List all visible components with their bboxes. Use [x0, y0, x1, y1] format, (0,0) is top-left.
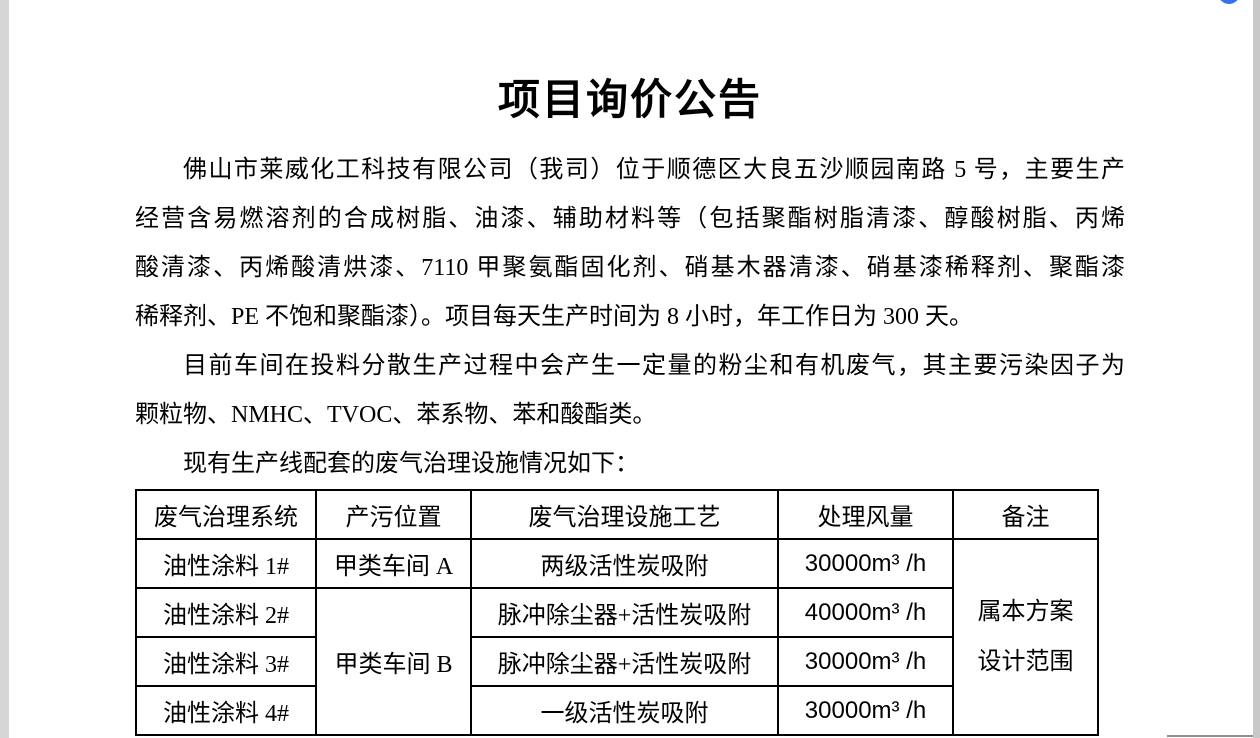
- cell-airflow: 40000m³ /h: [777, 587, 954, 638]
- window-left-edge: [0, 0, 9, 738]
- cell-airflow: 30000m³ /h: [777, 636, 954, 687]
- paragraph-pollutants: 目前车间在投料分散生产过程中会产生一定量的粉尘和有机废气，其主要污染因子为 颗粒…: [135, 342, 1125, 440]
- remark-line: 属本方案: [977, 599, 1074, 625]
- scrollbar-horizontal-thumb[interactable]: [1167, 735, 1253, 737]
- cell-airflow: 30000m³ /h: [777, 685, 954, 736]
- header-airflow: 处理风量: [777, 489, 954, 540]
- cell-location: 甲类车间 A: [315, 538, 472, 589]
- cell-process: 脉冲除尘器+活性炭吸附: [470, 636, 779, 687]
- header-system: 废气治理系统: [135, 489, 317, 540]
- document-page: 项目询价公告 佛山市莱威化工科技有限公司（我司）位于顺德区大良五沙顺园南路 5 …: [135, 0, 1125, 736]
- paragraph-table-lead-in: 现有生产线配套的废气治理设施情况如下：: [135, 440, 1125, 489]
- text-line: 酸清漆、丙烯酸清烘漆、7110 甲聚氨酯固化剂、硝基木器清漆、硝基漆稀释剂、聚酯…: [135, 255, 1125, 281]
- cell-remark: 属本方案 设计范围: [952, 538, 1099, 736]
- cell-process: 脉冲除尘器+活性炭吸附: [470, 587, 779, 638]
- text-line: 目前车间在投料分散生产过程中会产生一定量的粉尘和有机废气，其主要污染因子为: [183, 353, 1125, 379]
- table-row: 油性涂料 4# 一级活性炭吸附 30000m³ /h: [135, 685, 1098, 736]
- cell-system: 油性涂料 2#: [135, 587, 317, 638]
- scrollbar-track-vertical[interactable]: [1253, 0, 1260, 738]
- table-row: 油性涂料 3# 脉冲除尘器+活性炭吸附 30000m³ /h: [135, 636, 1098, 687]
- table-header-row: 废气治理系统 产污位置 废气治理设施工艺 处理风量 备注: [135, 489, 1099, 540]
- paragraph-company-intro: 佛山市莱威化工科技有限公司（我司）位于顺德区大良五沙顺园南路 5 号，主要生产 …: [135, 146, 1125, 342]
- waste-gas-treatment-table: 废气治理系统 产污位置 废气治理设施工艺 处理风量 备注 油性涂料 1# 甲类车…: [135, 489, 1099, 736]
- table-row: 油性涂料 2# 甲类车间 B 脉冲除尘器+活性炭吸附 40000m³ /h: [135, 587, 1098, 736]
- header-process: 废气治理设施工艺: [470, 489, 779, 540]
- header-remark: 备注: [952, 489, 1099, 540]
- text-line: 颗粒物、NMHC、TVOC、苯系物、苯和酸酯类。: [135, 402, 657, 428]
- text-line: 经营含易燃溶剂的合成树脂、油漆、辅助材料等（包括聚酯树脂清漆、醇酸树脂、丙烯: [135, 206, 1125, 232]
- cell-location: 甲类车间 B: [315, 587, 472, 736]
- floating-assistant-button[interactable]: [1218, 0, 1240, 4]
- text-line: 稀释剂、PE 不饱和聚酯漆）。项目每天生产时间为 8 小时，年工作日为 300 …: [135, 304, 974, 330]
- cell-system: 油性涂料 3#: [135, 636, 317, 687]
- remark-line: 设计范围: [977, 649, 1074, 675]
- text-line: 佛山市莱威化工科技有限公司（我司）位于顺德区大良五沙顺园南路 5 号，主要生产: [183, 157, 1125, 183]
- cell-system: 油性涂料 4#: [135, 685, 317, 736]
- text-line: 现有生产线配套的废气治理设施情况如下：: [183, 451, 639, 477]
- cell-process: 一级活性炭吸附: [470, 685, 779, 736]
- cell-airflow: 30000m³ /h: [777, 538, 954, 589]
- header-location: 产污位置: [315, 489, 472, 540]
- document-title: 项目询价公告: [497, 78, 762, 124]
- table-row: 油性涂料 1# 甲类车间 A 两级活性炭吸附 30000m³ /h 属本方案 设…: [135, 538, 1099, 736]
- cell-system: 油性涂料 1#: [135, 538, 317, 589]
- cell-process: 两级活性炭吸附: [470, 538, 779, 589]
